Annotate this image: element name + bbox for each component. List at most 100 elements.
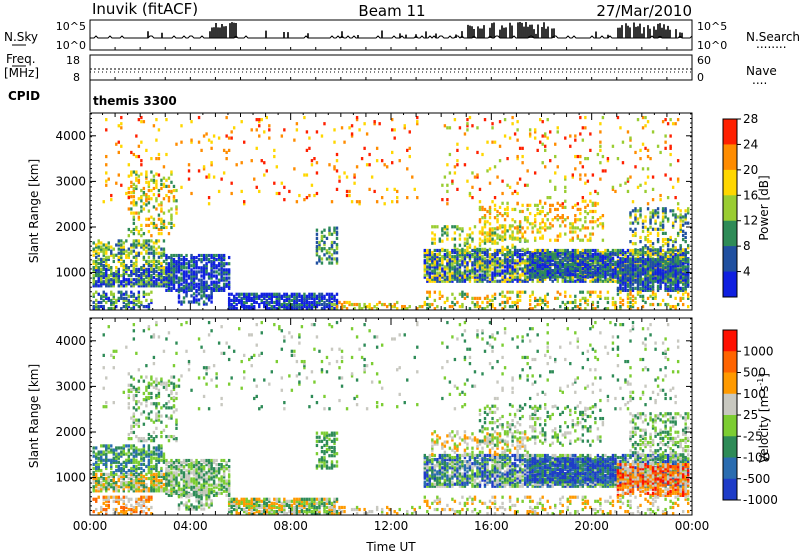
heatmap-cell: [441, 227, 443, 230]
heatmap-cell: [145, 250, 147, 253]
heatmap-cell: [223, 283, 225, 286]
heatmap-cell: [155, 180, 157, 183]
heatmap-cell: [509, 224, 511, 227]
heatmap-cell: [233, 305, 235, 308]
heatmap-cell: [170, 214, 172, 217]
heatmap-cell: [138, 118, 140, 121]
nsearch-tick-bottom: 10^0: [697, 39, 727, 52]
heatmap-cell: [459, 244, 461, 247]
heatmap-cell: [554, 216, 556, 219]
heatmap-cell: [148, 243, 150, 246]
heatmap-cell: [534, 255, 536, 258]
heatmap-cell: [669, 258, 671, 261]
heatmap-cell: [542, 218, 544, 221]
heatmap-cell: [619, 249, 621, 252]
heatmap-cell: [444, 225, 446, 228]
heatmap-cell: [669, 236, 671, 239]
heatmap-cell: [150, 264, 152, 267]
heatmap-cell: [203, 264, 205, 267]
heatmap-cell: [168, 177, 170, 180]
heatmap-cell: [582, 271, 584, 274]
heatmap-cell: [682, 248, 684, 251]
heatmap-cell: [160, 262, 162, 265]
heatmap-cell: [536, 212, 538, 215]
heatmap-cell: [133, 195, 135, 198]
heatmap-cell: [582, 255, 584, 258]
heatmap-cell: [529, 303, 531, 306]
heatmap-cell: [677, 118, 679, 121]
heatmap-cell: [439, 271, 441, 274]
heatmap-cell: [396, 196, 398, 199]
heatmap-cell: [531, 226, 533, 229]
heatmap-cell: [266, 299, 268, 302]
heatmap-cell: [160, 187, 162, 190]
heatmap-cell: [499, 206, 501, 209]
heatmap-cell: [155, 252, 157, 255]
heatmap-cell: [634, 213, 636, 216]
heatmap-cell: [592, 220, 594, 223]
heatmap-cell: [647, 264, 649, 267]
heatmap-cell: [642, 249, 644, 252]
heatmap-cell: [649, 248, 651, 251]
heatmap-cell: [634, 281, 636, 284]
heatmap-cell: [416, 120, 418, 123]
heatmap-cell: [123, 293, 125, 296]
heatmap-cell: [679, 260, 681, 263]
heatmap-cell: [562, 202, 564, 205]
heatmap-cell: [394, 136, 396, 139]
heatmap-cell: [273, 149, 275, 152]
heatmap-cell: [642, 281, 644, 284]
heatmap-cell: [103, 264, 105, 267]
heatmap-cell: [208, 272, 210, 275]
heatmap-cell: [228, 293, 230, 296]
heatmap-cell: [230, 136, 232, 139]
heatmap-cell: [667, 255, 669, 258]
heatmap-cell: [557, 218, 559, 221]
heatmap-cell: [607, 249, 609, 252]
heatmap-cell: [496, 210, 498, 213]
heatmap-cell: [188, 169, 190, 172]
heatmap-cell: [145, 268, 147, 271]
heatmap-cell: [639, 157, 641, 160]
heatmap-cell: [504, 305, 506, 308]
heatmap-cell: [481, 206, 483, 209]
heatmap-cell: [145, 260, 147, 263]
heatmap-cell: [637, 258, 639, 261]
heatmap-cell: [441, 255, 443, 258]
heatmap-cell: [321, 134, 323, 137]
heatmap-cell: [584, 257, 586, 260]
heatmap-cell: [103, 248, 105, 251]
heatmap-cell: [602, 239, 604, 242]
heatmap-cell: [251, 303, 253, 306]
heatmap-cell: [486, 249, 488, 252]
heatmap-cell: [429, 291, 431, 294]
heatmap-cell: [496, 280, 498, 283]
heatmap-cell: [150, 170, 152, 173]
heatmap-cell: [679, 287, 681, 290]
heatmap-cell: [662, 120, 664, 123]
heatmap-cell: [444, 249, 446, 252]
heatmap-cell: [98, 284, 100, 287]
heatmap-cell: [173, 185, 175, 188]
heatmap-cell: [138, 252, 140, 255]
heatmap-cell: [135, 201, 137, 204]
heatmap-cell: [627, 178, 629, 181]
heatmap-cell: [577, 218, 579, 221]
heatmap-cell: [516, 155, 518, 158]
heatmap-cell: [155, 264, 157, 267]
heatmap-cell: [263, 173, 265, 176]
heatmap-cell: [667, 293, 669, 296]
heatmap-cell: [190, 294, 192, 297]
heatmap-cell: [283, 293, 285, 296]
heatmap-cell: [582, 297, 584, 300]
heatmap-cell: [662, 238, 664, 241]
heatmap-cell: [687, 244, 689, 247]
heatmap-cell: [682, 258, 684, 261]
heatmap-cell: [130, 195, 132, 198]
heatmap-cell: [225, 283, 227, 286]
heatmap-cell: [542, 271, 544, 274]
heatmap-cell: [158, 245, 160, 248]
heatmap-cell: [145, 218, 147, 221]
heatmap-cell: [657, 303, 659, 306]
heatmap-cell: [120, 184, 122, 187]
